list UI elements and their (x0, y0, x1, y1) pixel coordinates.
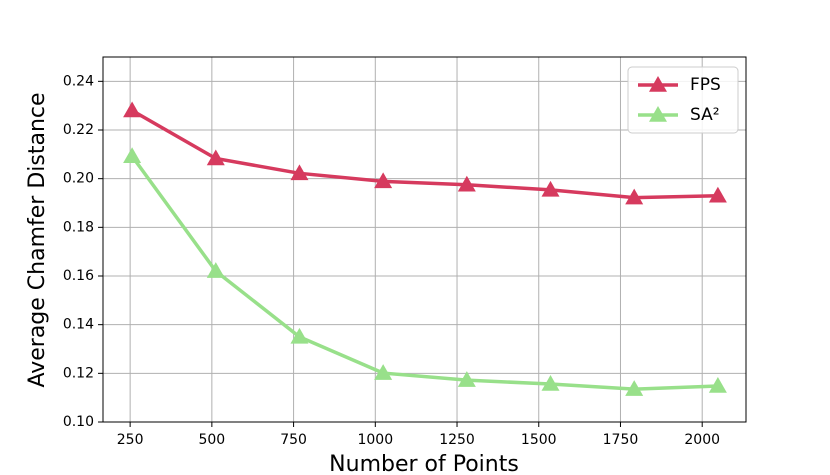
marker (206, 149, 225, 166)
x-tick-label: 1000 (357, 432, 393, 448)
legend-marker (649, 106, 667, 122)
marker (206, 262, 225, 278)
series-line (130, 155, 718, 391)
marker (708, 186, 727, 203)
marker (708, 376, 727, 393)
marker (457, 371, 476, 387)
y-tick-label: 0.16 (63, 268, 94, 284)
x-tick-label: 1750 (603, 432, 639, 448)
marker (123, 101, 142, 118)
marker (625, 380, 644, 396)
marker (541, 180, 560, 197)
legend-label: FPS (690, 75, 721, 95)
x-tick-label: 1500 (521, 432, 557, 448)
marker (123, 147, 142, 164)
x-tick-label: 250 (117, 432, 144, 448)
y-tick-label: 0.14 (63, 317, 94, 333)
y-tick-label: 0.10 (63, 414, 94, 430)
marker (457, 175, 476, 192)
y-tick-label: 0.20 (63, 171, 94, 187)
x-tick-label: 1250 (439, 432, 475, 448)
y-axis-title: Average Chamfer Distance (25, 92, 50, 387)
x-axis-title: Number of Points (329, 452, 519, 475)
legend-marker (649, 76, 667, 92)
legend-label: SA² (690, 105, 720, 125)
plot-frame (102, 56, 747, 423)
marker (541, 375, 560, 391)
marker (290, 164, 309, 181)
y-tick-label: 0.24 (63, 73, 94, 89)
x-tick-label: 750 (280, 432, 307, 448)
marker (625, 188, 644, 205)
x-tick-label: 2000 (684, 432, 720, 448)
marker (374, 172, 393, 189)
series-line (131, 109, 718, 200)
y-tick-label: 0.18 (63, 219, 94, 235)
x-tick-label: 500 (198, 432, 225, 448)
y-tick-label: 0.12 (63, 365, 94, 381)
marker (290, 327, 309, 344)
legend-box (627, 66, 739, 134)
marker (374, 364, 393, 380)
y-tick-label: 0.22 (63, 122, 94, 138)
